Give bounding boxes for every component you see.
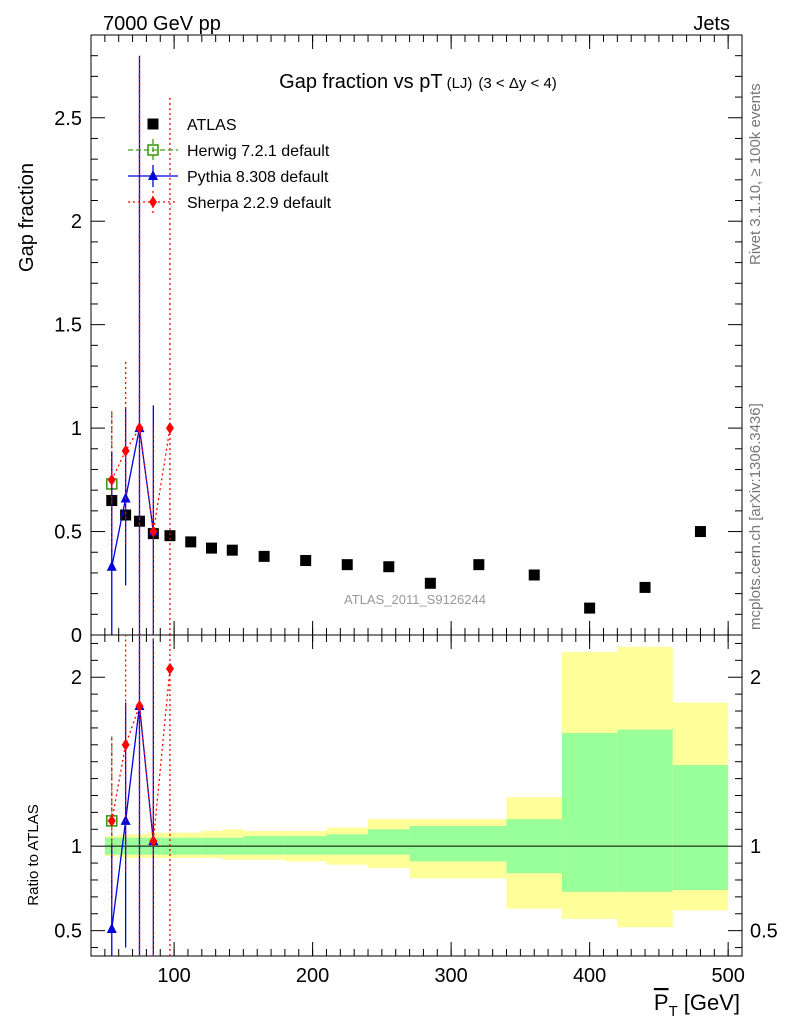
main-y-tick-label: 2.5 <box>54 108 82 130</box>
uncertainty-band-green <box>243 836 285 855</box>
watermark: ATLAS_2011_S9126244 <box>344 592 486 607</box>
uncertainty-band-green <box>617 729 673 892</box>
data-point <box>165 422 174 435</box>
ratio-y-tick-label-right: 1 <box>750 836 761 858</box>
series-sherpa <box>107 55 174 635</box>
x-axis-label-main: P <box>654 990 669 1015</box>
uncertainty-band-green <box>368 829 410 855</box>
main-y-tick-label: 0.5 <box>54 522 82 544</box>
x-axis-label-unit: [GeV] <box>684 990 740 1015</box>
legend-label: Sherpa 2.2.9 default <box>187 195 332 212</box>
legend-marker <box>148 170 158 180</box>
x-tick-label: 100 <box>157 965 190 987</box>
main-ylabel: Gap fraction <box>16 163 38 272</box>
main-y-tick-label: 1 <box>71 418 82 440</box>
x-tick-label: 400 <box>573 965 606 987</box>
ratio-panel: 100 200 300 400 500 0.5 0.5 1 1 2 2 Ratio to ATLAS… <box>25 634 778 1020</box>
x-axis-label-sub: T <box>669 1003 678 1020</box>
ratio-data-point <box>107 814 116 827</box>
data-point <box>383 561 395 573</box>
main-y-tick-label: 0 <box>71 625 82 647</box>
ratio-y-tick-label: 1 <box>71 836 82 858</box>
ratio-series-line <box>111 668 171 842</box>
legend-marker <box>147 144 159 156</box>
ratio-y-tick-label: 2 <box>71 667 82 689</box>
x-tick-label: 300 <box>434 965 467 987</box>
ratio-data-point <box>106 922 117 933</box>
x-axis-label: PT [GeV] <box>654 990 740 1020</box>
series-pythia <box>106 55 159 635</box>
main-panel: 0 0.5 1 1.5 2 2.5 Gap fraction vs pT (LJ) (3 < … <box>16 34 743 647</box>
ratio-series-line <box>111 705 154 930</box>
main-title-suffix: (LJ) <box>447 75 473 92</box>
data-point <box>694 526 706 538</box>
legend-label: ATLAS <box>187 117 237 134</box>
ratio-data-point <box>135 699 144 712</box>
data-point <box>584 602 596 614</box>
data-point <box>185 536 197 548</box>
main-y-tick-label: 1.5 <box>54 315 82 337</box>
data-point <box>341 559 353 571</box>
data-point <box>639 581 651 593</box>
main-title: Gap fraction vs pT (LJ) (3 < Δy < 4) <box>279 71 557 93</box>
main-y-tick-label: 2 <box>71 211 82 233</box>
data-point <box>164 530 176 542</box>
ratio-ylabel: Ratio to ATLAS <box>25 804 42 905</box>
ratio-data-point <box>149 835 158 848</box>
x-tick-label: 200 <box>296 965 329 987</box>
ratio-y-tick-label-right: 2 <box>750 667 761 689</box>
ratio-data-point <box>121 738 130 751</box>
x-tick-label: 500 <box>711 965 744 987</box>
legend-marker <box>149 196 157 208</box>
legend-label: Pythia 8.308 default <box>187 169 329 186</box>
ratio-y-tick-label-right: 0.5 <box>750 921 778 943</box>
legend-marker <box>147 118 159 130</box>
uncertainty-band-green <box>284 836 327 855</box>
header-right: Jets <box>693 13 730 35</box>
uncertainty-band-green <box>409 825 507 862</box>
header-left: 7000 GeV pp <box>103 13 221 35</box>
ratio-series-sherpa <box>107 635 174 956</box>
legend-label: Herwig 7.2.1 default <box>187 143 330 160</box>
ratio-y-tick-label: 0.5 <box>54 921 82 943</box>
rivet-label: Rivet 3.1.10, ≥ 100k events <box>747 83 764 265</box>
data-point <box>300 555 312 567</box>
data-point <box>424 577 436 589</box>
data-point <box>528 569 540 581</box>
series-line <box>111 426 171 532</box>
uncertainty-band-green <box>561 732 618 892</box>
ratio-frame <box>90 634 743 957</box>
main-title-text: Gap fraction vs pT <box>279 71 442 93</box>
data-point <box>149 525 158 538</box>
data-point <box>473 559 485 571</box>
legend: ATLAS Herwig 7.2.1 default Pythia 8.308 de… <box>128 117 332 213</box>
mcplots-label: mcplots.cern.ch [arXiv:1306.3436] <box>747 403 764 630</box>
series-line <box>111 427 154 567</box>
ratio-data-point <box>165 662 174 675</box>
data-point <box>121 444 130 457</box>
data-point <box>135 422 144 435</box>
data-point <box>106 560 117 571</box>
ratio-series-pythia <box>106 635 159 956</box>
data-point <box>226 544 238 556</box>
data-point <box>206 542 218 554</box>
main-title-range: (3 < Δy < 4) <box>478 75 556 92</box>
data-point <box>107 473 116 486</box>
data-point <box>258 550 270 562</box>
uncertainty-band-green <box>672 765 729 891</box>
uncertainty-band-green <box>326 834 369 855</box>
